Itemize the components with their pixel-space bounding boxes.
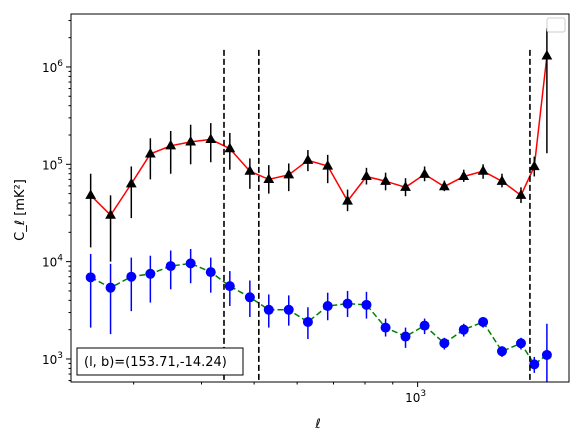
data-point-triangle [322, 160, 334, 170]
data-point-circle [244, 292, 255, 303]
data-point-circle [400, 331, 411, 342]
data-point-circle [361, 299, 372, 310]
data-point-circle [322, 301, 333, 312]
data-point-triangle [85, 189, 97, 199]
data-point-triangle [105, 209, 116, 219]
data-point-circle [515, 338, 526, 349]
plot-frame [70, 13, 570, 383]
data-point-triangle [185, 135, 197, 146]
data-point-triangle [263, 173, 275, 183]
x-axis-label: ℓ [314, 417, 320, 432]
y-axis-label: C_ℓ [mK²] [13, 179, 28, 241]
data-point-triangle [419, 168, 430, 178]
data-point-circle [302, 316, 313, 327]
annotation-box [76, 347, 244, 376]
data-point-triangle [515, 189, 527, 199]
data-point-triangle [342, 194, 353, 205]
series-line [90, 55, 548, 217]
data-point-circle [380, 322, 391, 333]
data-point-circle [458, 324, 469, 335]
y-tick-label: 104 [42, 254, 63, 270]
data-point-circle [478, 316, 489, 327]
y-tick-label: 105 [42, 156, 63, 172]
legend-box [546, 17, 566, 33]
data-point-triangle [458, 170, 470, 181]
data-point-triangle [302, 154, 314, 164]
annotation-text: (l, b)=(153.71,-14.24) [84, 355, 227, 370]
ticks-layer: 103 104 105 106 103 [42, 20, 426, 405]
data-point-triangle [125, 177, 137, 188]
marks-layer [85, 28, 553, 382]
data-point-circle [496, 346, 507, 357]
data-point-triangle [477, 165, 489, 175]
data-point-circle [205, 267, 216, 278]
x-tick-label: 103 [405, 389, 426, 405]
data-point-triangle [224, 142, 236, 153]
data-point-triangle [496, 175, 508, 185]
y-tick-label: 103 [42, 351, 63, 367]
data-point-circle [283, 304, 294, 315]
data-point-triangle [438, 180, 450, 191]
data-point-triangle [380, 175, 391, 185]
data-point-circle [419, 320, 430, 331]
data-point-triangle [361, 170, 372, 181]
data-point-circle [185, 258, 196, 269]
data-point-circle [145, 268, 156, 279]
data-point-triangle [144, 147, 156, 158]
data-point-circle [85, 272, 96, 283]
data-point-triangle [541, 49, 553, 60]
data-point-triangle [244, 165, 256, 175]
data-point-triangle [165, 139, 177, 150]
data-point-circle [342, 298, 353, 309]
data-point-circle [541, 349, 552, 360]
data-point-triangle [400, 181, 411, 191]
data-point-circle [224, 281, 235, 292]
data-point-circle [529, 359, 540, 370]
vlines-layer [223, 49, 531, 382]
data-point-circle [439, 338, 450, 349]
data-point-circle [105, 282, 116, 293]
data-point-triangle [283, 168, 295, 179]
data-point-circle [165, 261, 176, 272]
data-point-triangle [528, 160, 540, 171]
data-point-circle [126, 271, 137, 282]
data-point-circle [263, 304, 274, 315]
data-point-triangle [205, 133, 217, 144]
y-tick-label: 106 [42, 59, 63, 75]
